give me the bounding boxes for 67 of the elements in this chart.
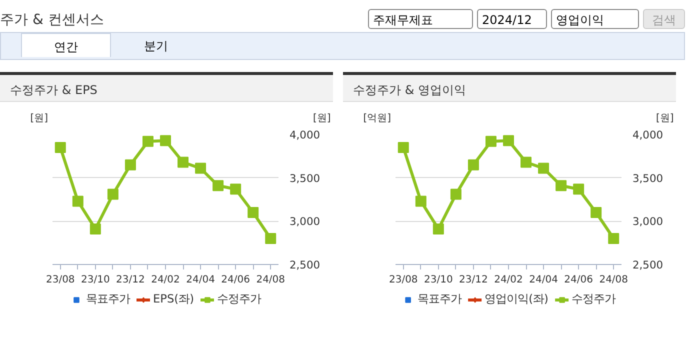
- x-tick-label: 24/02: [494, 274, 523, 286]
- text: 검색: [643, 9, 685, 29]
- point: [556, 180, 567, 192]
- x-tick-label: 24/04: [186, 274, 215, 286]
- point: [538, 162, 550, 174]
- legend-label: EPS(좌): [152, 292, 194, 306]
- point: [265, 233, 276, 244]
- x-tick-label: 23/12: [116, 274, 145, 286]
- text: 주가 & 컨센서스: [0, 11, 104, 30]
- y2-tick-label: 2,500: [632, 258, 664, 272]
- y2-tick-label: 4,000: [632, 128, 664, 142]
- point: [248, 207, 259, 218]
- point: [160, 135, 171, 146]
- y2-tick-label: 3,500: [290, 172, 320, 185]
- point: [230, 184, 242, 195]
- point: [468, 159, 479, 170]
- y-axis-title: [억원]: [363, 112, 391, 126]
- point: [54, 142, 66, 153]
- legend-label: 목표주가: [418, 292, 462, 306]
- x-tick-label: 24/08: [256, 274, 286, 286]
- point: [107, 188, 118, 200]
- point: [212, 180, 224, 192]
- point: [520, 156, 532, 168]
- legend-label: 목표주가: [86, 292, 130, 306]
- point: [573, 184, 584, 195]
- x-tick-label: 23/12: [459, 274, 488, 286]
- point: [398, 142, 409, 153]
- legend-label: 수정주가: [571, 292, 616, 306]
- point: [72, 196, 84, 207]
- point: [608, 233, 620, 244]
- y-axis-title: [원]: [30, 112, 48, 126]
- text: 2024/12: [477, 9, 547, 29]
- point: [503, 135, 514, 146]
- point: [195, 162, 206, 174]
- x-tick-label: 24/08: [599, 274, 628, 286]
- point: [432, 223, 444, 234]
- point: [124, 159, 136, 170]
- y2-tick-label: 3,000: [290, 215, 320, 228]
- y2-tick-label: 2,500: [290, 258, 320, 272]
- x-tick-label: 24/04: [529, 274, 558, 286]
- point: [90, 223, 101, 234]
- point: [178, 156, 189, 168]
- point: [590, 207, 602, 218]
- text: 연간: [21, 33, 111, 57]
- x-tick-label: 24/06: [564, 274, 593, 286]
- point: [450, 188, 462, 200]
- point: [415, 196, 426, 207]
- point: [485, 136, 496, 147]
- text: 주재무제표: [368, 9, 473, 29]
- point: [142, 136, 154, 147]
- y2-tick-label: 3,000: [632, 215, 664, 228]
- y2-axis-title: [원]: [656, 112, 674, 126]
- x-tick-label: 23/08: [46, 274, 75, 286]
- chart-title: 수정주가 & EPS: [0, 72, 333, 102]
- legend-label: 영업이익(좌): [484, 292, 548, 306]
- y2-tick-label: 4,000: [290, 128, 320, 142]
- x-tick-label: 23/10: [424, 274, 453, 286]
- x-tick-label: 24/02: [151, 274, 180, 286]
- x-tick-label: 23/10: [81, 274, 110, 286]
- x-tick-label: 23/08: [388, 274, 418, 286]
- text: 영업이익: [551, 9, 639, 29]
- chart-title: 수정주가 & 영업이익: [343, 72, 676, 102]
- text: 분기: [143, 38, 169, 55]
- y2-tick-label: 3,500: [632, 172, 664, 185]
- y2-axis-title: [원]: [313, 112, 331, 126]
- legend-label: 수정주가: [217, 292, 262, 306]
- x-tick-label: 24/06: [221, 274, 250, 286]
